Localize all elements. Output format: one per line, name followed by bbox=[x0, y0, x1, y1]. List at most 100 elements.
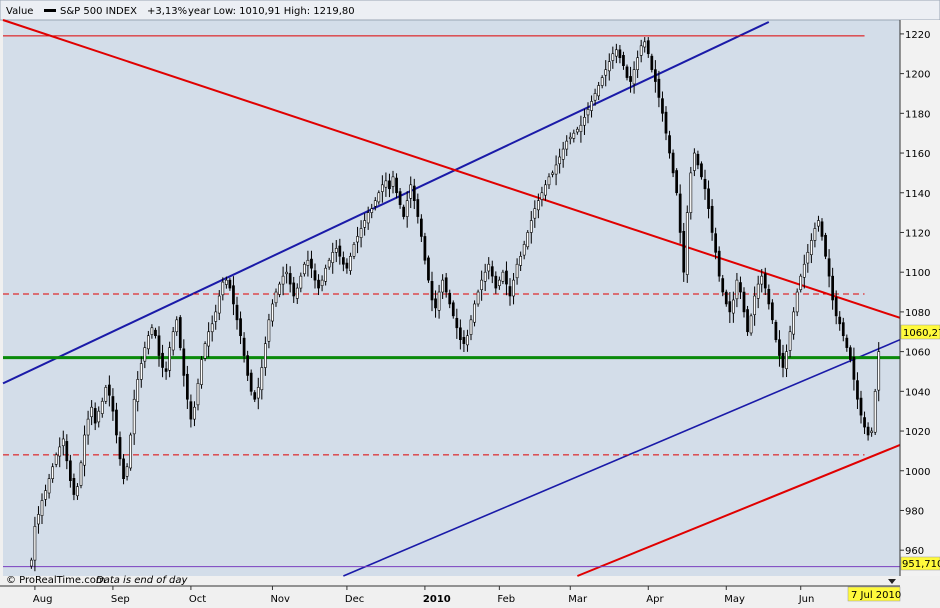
candle bbox=[104, 384, 108, 405]
candle bbox=[90, 400, 93, 426]
candle bbox=[97, 406, 101, 428]
candle bbox=[288, 266, 292, 293]
candle bbox=[841, 317, 845, 342]
y-tick-label: 960 bbox=[905, 546, 924, 557]
candle bbox=[430, 271, 434, 312]
candle bbox=[111, 388, 115, 421]
candle bbox=[728, 292, 732, 324]
candle bbox=[242, 332, 246, 363]
candle bbox=[806, 243, 810, 273]
blue-channel-lower bbox=[343, 338, 901, 577]
candle bbox=[700, 161, 703, 180]
candle bbox=[93, 402, 97, 431]
candle bbox=[682, 222, 686, 282]
candle bbox=[171, 326, 175, 356]
candle bbox=[820, 218, 824, 241]
candle bbox=[629, 66, 632, 93]
candle bbox=[466, 329, 469, 352]
candle bbox=[565, 135, 569, 157]
y-tick-label: 1100 bbox=[905, 268, 930, 279]
candle bbox=[40, 493, 44, 524]
candle bbox=[302, 261, 306, 277]
candle bbox=[253, 390, 257, 403]
candle bbox=[419, 214, 423, 243]
candle bbox=[707, 180, 710, 219]
candle bbox=[402, 204, 405, 220]
candle bbox=[72, 473, 76, 501]
candle bbox=[515, 258, 519, 285]
candle bbox=[405, 191, 409, 228]
candle bbox=[597, 81, 601, 101]
candle bbox=[657, 70, 661, 108]
candle bbox=[505, 261, 508, 296]
x-tick-label: Sep bbox=[111, 594, 130, 605]
candle bbox=[136, 371, 140, 412]
x-tick-label: Mar bbox=[568, 594, 588, 605]
candle bbox=[781, 344, 785, 378]
candle bbox=[207, 322, 210, 358]
candle bbox=[274, 288, 278, 307]
candle bbox=[306, 250, 310, 277]
candle bbox=[873, 388, 877, 436]
candle bbox=[352, 242, 356, 260]
candle bbox=[607, 53, 611, 81]
candle bbox=[228, 277, 232, 291]
candle bbox=[384, 172, 388, 197]
y-tick-label: 1160 bbox=[905, 149, 930, 160]
y-tick-label: 1200 bbox=[905, 70, 930, 81]
y-tick-label: 1000 bbox=[905, 467, 930, 478]
candle bbox=[529, 211, 533, 244]
candle bbox=[47, 473, 51, 499]
candle bbox=[469, 315, 473, 341]
candle bbox=[508, 278, 512, 306]
candle bbox=[756, 275, 760, 309]
trend-lines bbox=[2, 19, 901, 577]
x-tick-label: Jun bbox=[798, 594, 815, 605]
candle bbox=[817, 215, 820, 232]
candle bbox=[359, 220, 363, 248]
candle bbox=[214, 304, 218, 330]
candle bbox=[636, 50, 640, 78]
candle bbox=[147, 330, 150, 355]
x-tick-label: Nov bbox=[270, 594, 290, 605]
candle bbox=[831, 267, 835, 310]
candle bbox=[331, 242, 335, 274]
candle bbox=[866, 422, 870, 441]
candle bbox=[118, 431, 122, 466]
candle bbox=[774, 319, 778, 343]
candle bbox=[632, 61, 636, 94]
candle bbox=[239, 311, 242, 345]
candle bbox=[380, 175, 384, 203]
candle bbox=[540, 186, 544, 207]
scroll-arrow-icon[interactable] bbox=[888, 579, 896, 584]
candles bbox=[29, 37, 881, 572]
candle bbox=[182, 339, 186, 387]
candle bbox=[29, 557, 33, 569]
candle bbox=[122, 454, 125, 485]
candle bbox=[696, 150, 700, 170]
candle bbox=[575, 126, 579, 135]
y-axis-ticks: 960 980 1000 1020 1040 1060 1080 1100 1120 1140 11… bbox=[900, 30, 930, 557]
candle bbox=[345, 258, 349, 274]
candle bbox=[710, 199, 714, 241]
candle bbox=[561, 141, 565, 168]
candle bbox=[409, 176, 413, 209]
candle bbox=[547, 173, 551, 189]
candle bbox=[487, 257, 491, 280]
candle bbox=[650, 53, 654, 73]
red-downtrend bbox=[2, 19, 901, 319]
candle bbox=[586, 102, 590, 124]
candle bbox=[164, 361, 168, 380]
candle bbox=[622, 51, 625, 70]
candle bbox=[221, 277, 225, 301]
candle bbox=[795, 288, 799, 317]
candle bbox=[462, 330, 466, 353]
candle bbox=[260, 359, 264, 400]
candle bbox=[558, 148, 562, 174]
candle bbox=[731, 291, 735, 323]
candle bbox=[115, 402, 118, 444]
candle bbox=[639, 39, 643, 63]
candle bbox=[717, 246, 721, 282]
candle bbox=[441, 274, 444, 299]
